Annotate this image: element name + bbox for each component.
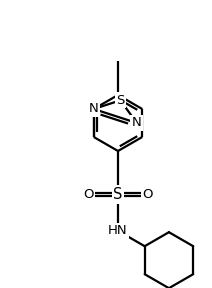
Text: HN: HN <box>108 224 128 237</box>
Text: O: O <box>83 188 94 201</box>
Text: N: N <box>89 103 99 115</box>
Text: N: N <box>132 117 142 130</box>
Text: S: S <box>116 94 125 107</box>
Text: O: O <box>142 188 153 201</box>
Text: S: S <box>113 187 123 202</box>
